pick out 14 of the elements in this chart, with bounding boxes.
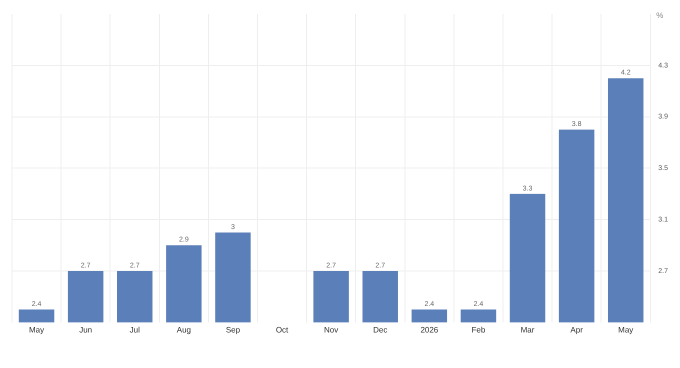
x-tick-label: Oct — [276, 325, 290, 334]
x-tick-label: Apr — [570, 325, 584, 334]
x-tick-label: Nov — [324, 325, 338, 334]
x-tick-label: Feb — [472, 325, 486, 334]
x-tick-label: May — [618, 325, 634, 334]
x-tick-label: May — [28, 325, 44, 334]
x-tick-label: Mar — [520, 325, 535, 334]
x-tick-label: Sep — [226, 325, 241, 334]
x-tick-label: Jul — [130, 325, 140, 334]
y-axis-title: % — [656, 11, 664, 20]
x-tick-label: Dec — [373, 325, 388, 334]
x-tick-label: Jun — [79, 325, 92, 334]
x-tick-label: Aug — [176, 325, 191, 334]
x-tick-label: 2026 — [420, 325, 439, 334]
